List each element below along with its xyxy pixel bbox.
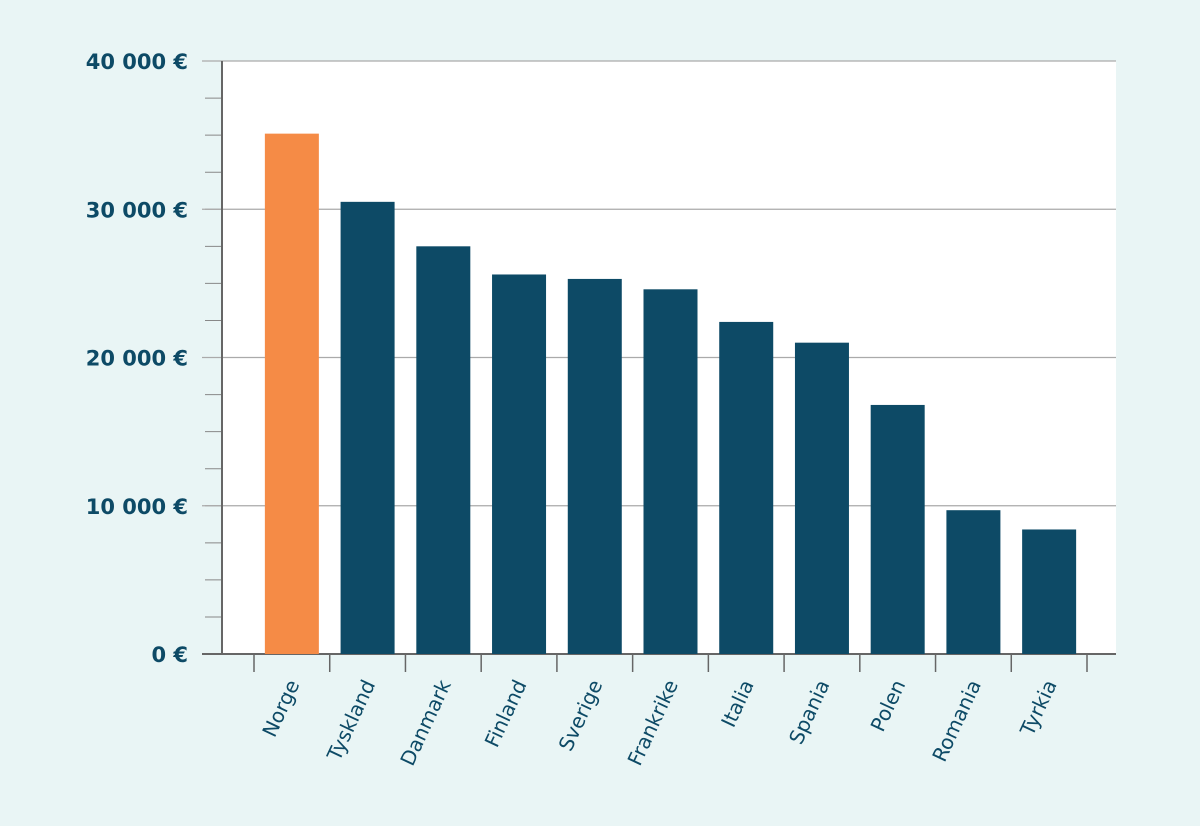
y-tick-label: 0 € [151,643,188,667]
y-tick-label: 40 000 € [86,50,188,74]
bar-norge [264,133,319,654]
bar-tyskland [340,201,395,654]
x-tick-label: Finland [480,676,532,751]
bar-danmark [416,246,471,654]
bar-tyrkia [1022,529,1077,654]
bar-sverige [567,278,622,654]
x-tick-label: Italia [716,676,759,731]
x-tick-label: Frankrike [623,676,684,769]
bar-finland [492,274,547,654]
x-tick-label: Polen [866,676,911,735]
bar-spania [794,342,849,654]
x-tick-label: Norge [257,676,304,741]
x-tick-label: Sverige [554,676,608,755]
y-tick-label: 30 000 € [86,198,188,222]
x-tick-label: Danmark [395,676,456,770]
bar-romania [946,510,1001,654]
x-tick-label: Tyskland [322,676,381,765]
bar-italia [719,321,774,654]
y-tick-label: 10 000 € [86,495,188,519]
bar-frankrike [643,289,698,654]
x-tick-label: Spania [784,676,835,748]
x-tick-label: Romania [927,676,986,765]
y-tick-label: 20 000 € [86,347,188,371]
bar-polen [870,404,925,654]
x-tick-label: Tyrkia [1015,676,1062,740]
